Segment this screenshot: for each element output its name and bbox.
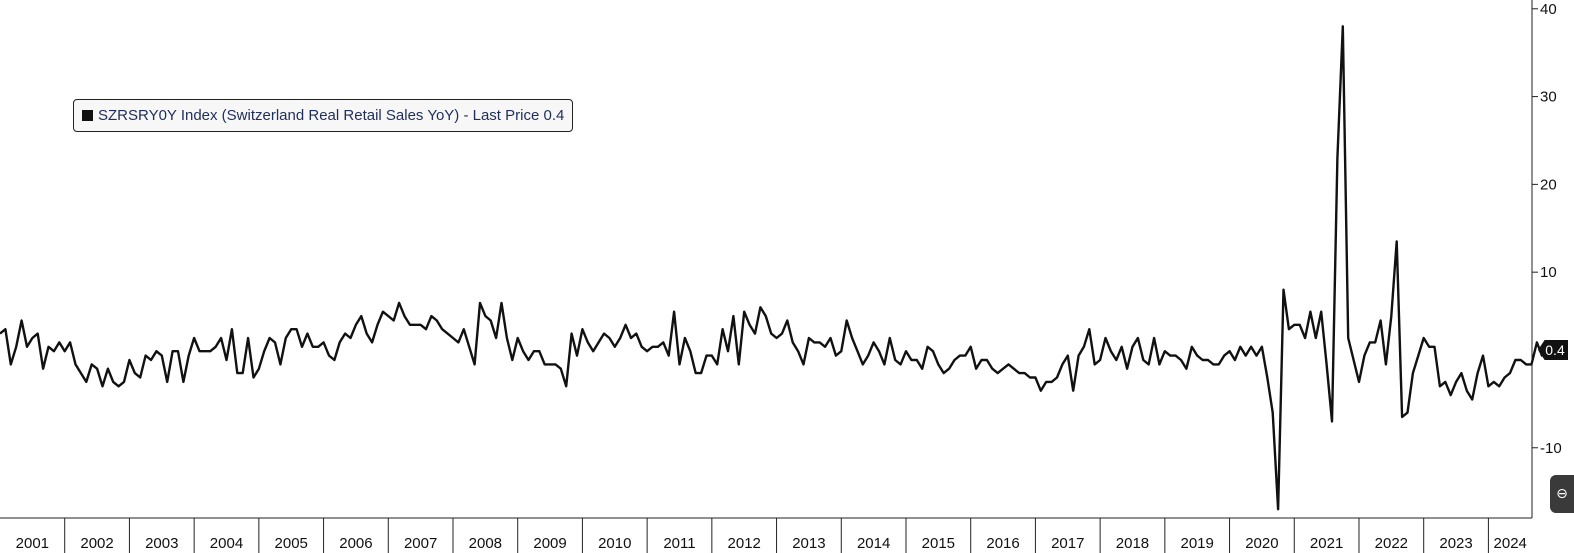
y-tick-label: -10 xyxy=(1540,440,1562,457)
x-tick-label: 2005 xyxy=(275,535,308,552)
x-tick-label: 2022 xyxy=(1375,535,1408,552)
x-tick-label: 2013 xyxy=(792,535,825,552)
x-tick-label: 2011 xyxy=(663,535,695,552)
x-tick-label: 2023 xyxy=(1439,535,1472,552)
y-tick-label: 30 xyxy=(1540,89,1557,106)
series-line xyxy=(0,25,1544,511)
x-tick-label: 2015 xyxy=(922,535,955,552)
last-price-badge: 0.4 xyxy=(1538,340,1568,360)
x-tick-label: 2024 xyxy=(1494,535,1527,552)
x-tick-label: 2014 xyxy=(857,535,890,552)
chart-legend: SZRSRY0Y Index (Switzerland Real Retail … xyxy=(73,99,574,132)
legend-swatch xyxy=(82,110,93,121)
x-tick-label: 2016 xyxy=(986,535,1019,552)
x-tick-label: 2019 xyxy=(1181,535,1214,552)
x-tick-label: 2009 xyxy=(533,535,566,552)
legend-label: SZRSRY0Y Index (Switzerland Real Retail … xyxy=(98,107,565,124)
x-tick-label: 2018 xyxy=(1116,535,1149,552)
x-tick-label: 2017 xyxy=(1051,535,1084,552)
y-tick-label: 20 xyxy=(1540,176,1557,193)
x-tick-label: 2003 xyxy=(145,535,178,552)
x-tick-label: 2008 xyxy=(469,535,502,552)
x-tick-label: 2007 xyxy=(404,535,437,552)
x-tick-label: 2012 xyxy=(728,535,761,552)
y-tick-label: 10 xyxy=(1540,264,1557,281)
x-tick-label: 2002 xyxy=(80,535,113,552)
x-tick-label: 2021 xyxy=(1310,535,1343,552)
scroll-handle-icon[interactable]: ⊖ xyxy=(1550,475,1574,513)
x-tick-label: 2006 xyxy=(339,535,372,552)
x-tick-label: 2004 xyxy=(210,535,243,552)
x-tick-label: 2001 xyxy=(16,535,49,552)
y-tick-label: 40 xyxy=(1540,1,1557,18)
x-tick-label: 2020 xyxy=(1245,535,1278,552)
last-price-value: 0.4 xyxy=(1545,342,1565,358)
x-tick-label: 2010 xyxy=(598,535,631,552)
